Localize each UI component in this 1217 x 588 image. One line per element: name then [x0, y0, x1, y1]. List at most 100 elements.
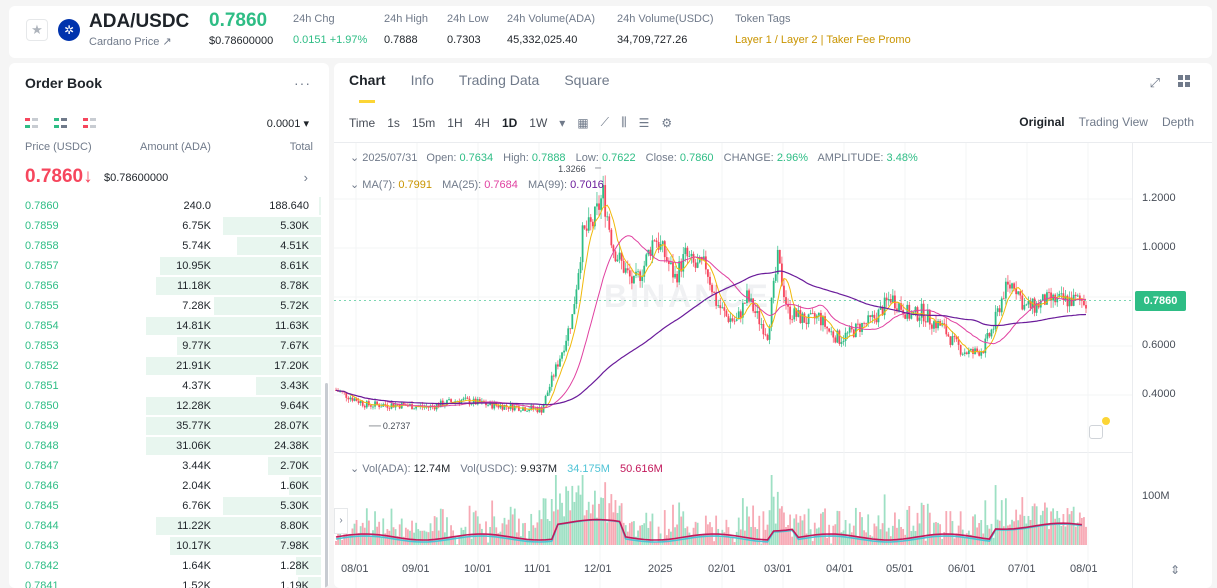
volume-bar — [337, 526, 339, 545]
axis-auto-scale-icon[interactable]: ⇕ — [1169, 563, 1180, 577]
row-amount: 6.75K — [182, 220, 211, 232]
asks-view-icon[interactable] — [83, 118, 96, 131]
bid-row[interactable]: 0.7851 4.37K 3.43K — [9, 376, 321, 396]
y-axis-label: 0.4000 — [1142, 388, 1176, 400]
collapse-chevron-icon[interactable]: ⌄ — [350, 152, 360, 164]
volume-bar — [959, 511, 962, 545]
bid-row[interactable]: 0.7849 35.77K 28.07K — [9, 416, 321, 436]
bid-row[interactable]: 0.7847 3.44K 2.70K — [9, 456, 321, 476]
bid-row[interactable]: 0.7857 10.95K 8.61K — [9, 256, 321, 276]
volume-bar — [982, 533, 985, 545]
x-axis-label: 06/01 — [948, 563, 976, 575]
layout-grid-icon[interactable] — [1178, 75, 1190, 87]
candle-body — [571, 314, 574, 330]
token-tags-links[interactable]: Layer 1 / Layer 2 | Taker Fee Promo — [735, 34, 911, 46]
tab-trading-data[interactable]: Trading Data — [458, 72, 540, 88]
row-amount: 6.76K — [182, 500, 211, 512]
bid-row[interactable]: 0.7853 9.77K 7.67K — [9, 336, 321, 356]
candle-body — [557, 364, 559, 367]
candle-body — [889, 299, 892, 303]
interval-1w[interactable]: 1W — [529, 115, 548, 130]
candle-body — [626, 268, 629, 271]
volume-bar — [433, 516, 436, 545]
volume-bar — [1054, 518, 1057, 545]
candle-body — [339, 391, 342, 393]
candle-body — [583, 225, 586, 229]
interval-1s[interactable]: 1s — [387, 115, 400, 130]
bid-row[interactable]: 0.7854 14.81K 11.63K — [9, 316, 321, 336]
volume-bar — [828, 524, 831, 545]
interval-time[interactable]: Time — [349, 115, 376, 130]
candle-body — [715, 292, 718, 306]
cardano-price-link[interactable]: Cardano Price ↗ — [89, 36, 172, 48]
row-total: 4.51K — [280, 240, 309, 252]
bid-row[interactable]: 0.7845 6.76K 5.30K — [9, 496, 321, 516]
scrollbar[interactable] — [325, 383, 328, 588]
settings-gear-icon[interactable]: ⚙ — [661, 115, 673, 130]
volume-bar — [557, 509, 559, 545]
row-price: 0.7860 — [25, 200, 59, 212]
volume-bar — [702, 533, 705, 545]
volume-bar — [873, 523, 876, 545]
bid-row[interactable]: 0.7855 7.28K 5.72K — [9, 296, 321, 316]
bid-row[interactable]: 0.7846 2.04K 1.60K — [9, 476, 321, 496]
bid-row[interactable]: 0.7841 1.52K 1.19K — [9, 576, 321, 588]
both-sides-view-icon[interactable] — [25, 118, 38, 131]
favorite-star-icon[interactable]: ★ — [26, 19, 48, 41]
volume-bar — [349, 533, 352, 545]
candle-body — [766, 334, 769, 340]
template-icon[interactable]: ☰ — [638, 115, 650, 130]
interval-1d[interactable]: 1D — [501, 115, 518, 130]
view-original[interactable]: Original — [1019, 115, 1065, 129]
candlestick-chart[interactable]: 1.3266 0.2737 — [334, 63, 1212, 588]
candle-body — [955, 336, 958, 340]
vol-usdc-value: 9.937M — [520, 463, 558, 475]
expand-icon[interactable]: ⤢ — [1149, 75, 1160, 90]
bid-row[interactable]: 0.7852 21.91K 17.20K — [9, 356, 321, 376]
bid-row[interactable]: 0.7859 6.75K 5.30K — [9, 216, 321, 236]
candle-body — [674, 273, 676, 278]
change-value: 2.96% — [776, 152, 809, 164]
bid-row[interactable]: 0.7843 10.17K 7.98K — [9, 536, 321, 556]
candle-body — [476, 399, 479, 405]
bid-row[interactable]: 0.7842 1.64K 1.28K — [9, 556, 321, 576]
tab-info[interactable]: Info — [410, 72, 434, 88]
stat-token-tags: Token Tags Layer 1 / Layer 2 | Taker Fee… — [735, 13, 911, 46]
bid-row[interactable]: 0.7844 11.22K 8.80K — [9, 516, 321, 536]
more-options-icon[interactable]: ··· — [294, 75, 311, 91]
tab-square[interactable]: Square — [564, 72, 610, 88]
candle-body — [540, 407, 543, 413]
interval-4h[interactable]: 4H — [474, 115, 490, 130]
interval-dropdown-icon[interactable]: ▾ — [559, 115, 566, 130]
collapse-chevron-icon[interactable]: ⌄ — [350, 463, 360, 475]
volume-bar — [1021, 497, 1024, 545]
depth-bar — [223, 217, 321, 235]
chevron-right-icon[interactable]: › — [303, 170, 308, 185]
candle-type-icon[interactable]: ⫼ — [621, 115, 627, 129]
bid-row[interactable]: 0.7858 5.74K 4.51K — [9, 236, 321, 256]
collapse-chevron-icon[interactable]: ⌄ — [350, 179, 360, 191]
view-trading-view[interactable]: Trading View — [1078, 115, 1148, 129]
stat-value: 45,332,025.40 — [507, 34, 578, 46]
interval-15m[interactable]: 15m — [411, 115, 436, 130]
chart-note-icon[interactable] — [1089, 425, 1103, 439]
bid-row[interactable]: 0.7856 11.18K 8.78K — [9, 276, 321, 296]
candle-body — [690, 253, 693, 256]
bids-view-icon[interactable] — [54, 118, 67, 131]
tick-size-select[interactable]: 0.0001 ▾ — [266, 118, 309, 130]
interval-1h[interactable]: 1H — [447, 115, 463, 130]
scroll-left-icon[interactable]: › — [334, 508, 348, 534]
volume-bar — [441, 509, 444, 545]
tab-chart[interactable]: Chart — [349, 72, 386, 88]
volume-bar — [805, 533, 808, 545]
indicators-icon[interactable]: ⟋ — [600, 115, 610, 129]
view-depth[interactable]: Depth — [1161, 115, 1194, 129]
row-amount: 10.17K — [176, 540, 211, 552]
candle-body — [854, 323, 857, 337]
calendar-icon[interactable]: ▦ — [577, 115, 589, 130]
bid-row[interactable]: 0.7848 31.06K 24.38K — [9, 436, 321, 456]
bid-row[interactable]: 0.7860 240.0 188.640 — [9, 196, 321, 216]
bid-row[interactable]: 0.7850 12.28K 9.64K — [9, 396, 321, 416]
volume-bar — [760, 543, 763, 545]
volume-bar — [1078, 512, 1081, 545]
